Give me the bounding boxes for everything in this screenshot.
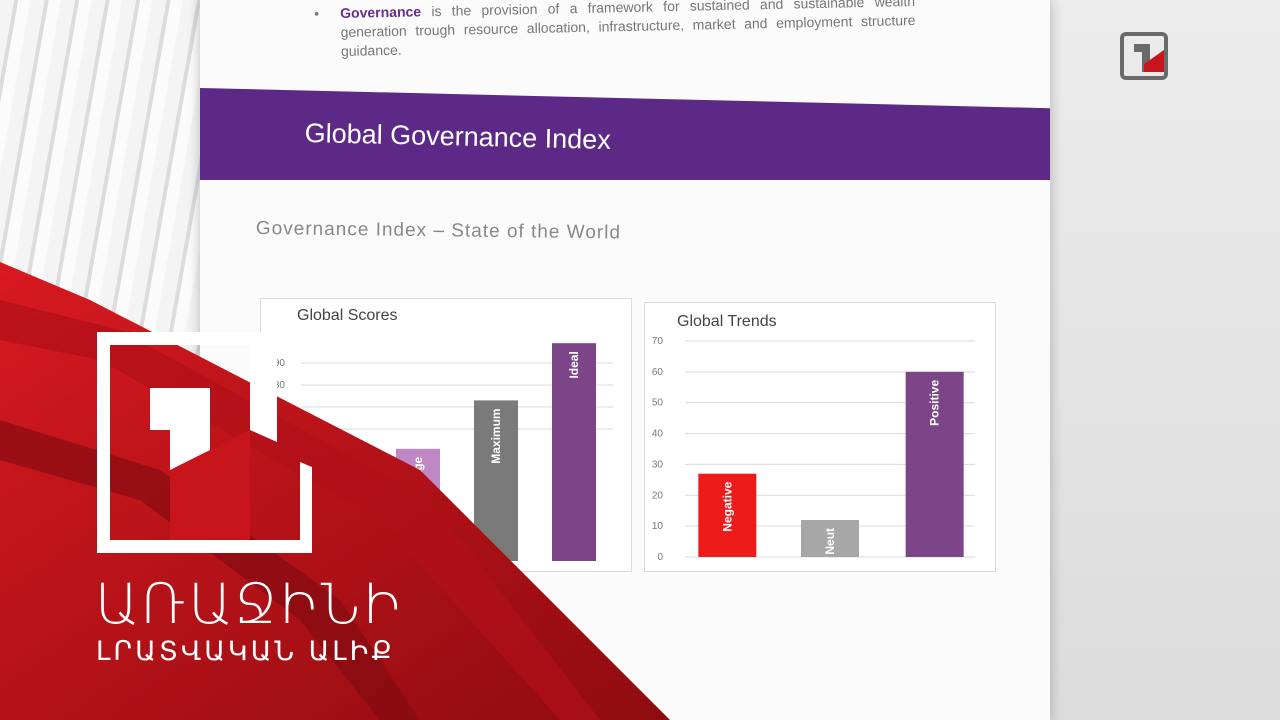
y-tick-label: 90 (274, 358, 286, 369)
bar (801, 519, 859, 557)
y-tick-label: 30 (652, 459, 664, 470)
y-tick-label: 50 (652, 398, 664, 409)
bar-label: Neut (823, 528, 837, 555)
intro-text: is the provision of a framework for sust… (340, 0, 916, 59)
y-tick-label: 60 (652, 367, 664, 378)
y-tick-label: 70 (274, 402, 286, 413)
intro-term: Governance (340, 3, 422, 21)
bar-label: Negative (720, 481, 734, 531)
chart-title: Global Trends (677, 313, 777, 330)
y-tick-label: 0 (657, 552, 663, 563)
bar (905, 371, 964, 557)
section-subtitle: Governance Index – State of the World (255, 218, 622, 244)
bar-label: Average (411, 456, 425, 503)
bar (698, 473, 757, 557)
global-trends-plot: 0 10 20 30 40 50 60 70 Negative Neut Positive (652, 336, 975, 563)
y-tick-label: 20 (652, 490, 664, 501)
global-trends-chart: Global Trends 0 10 20 30 40 50 60 70 Negative Neu… (644, 302, 996, 572)
y-tick-label: 80 (274, 380, 286, 391)
bar-label: Maximum (489, 408, 503, 463)
y-tick-label: 70 (652, 336, 664, 347)
y-tick-label: 60 (274, 424, 286, 435)
bar-label: Ideal (567, 351, 581, 378)
background-right (1040, 0, 1280, 720)
y-tick-label: 10 (652, 521, 664, 532)
y-tick-label: 40 (652, 429, 664, 440)
channel-tagline: ԼՐԱՏՎԱԿԱՆ ԱԼԻՔ (96, 636, 395, 667)
bullet-icon: • (314, 5, 320, 22)
channel-name: ԱՌԱՋԻՆԻ (95, 572, 403, 636)
global-scores-chart: Global Scores 60 70 80 90 Average Maximum Idea… (260, 298, 632, 572)
bar-label: Positive (928, 380, 942, 426)
global-scores-plot: 60 70 80 90 Average Maximum Ideal (274, 343, 613, 561)
corner-channel-logo (1120, 32, 1168, 80)
